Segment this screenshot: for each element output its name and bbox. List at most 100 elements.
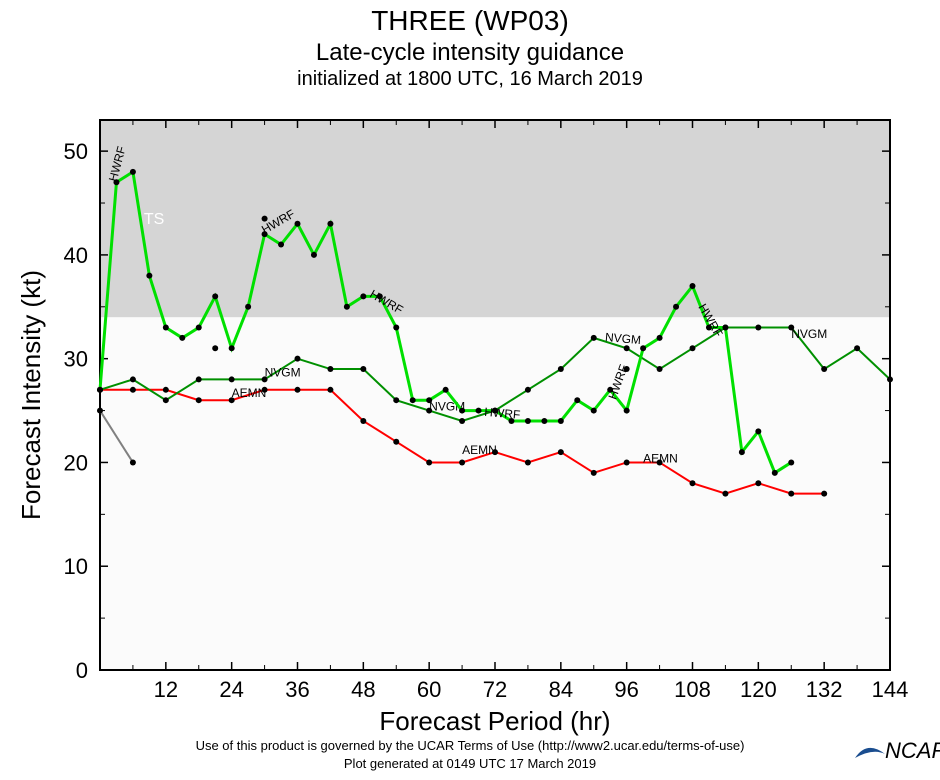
ytick-label: 20 bbox=[64, 450, 88, 475]
xtick-label: 12 bbox=[154, 677, 178, 702]
series-HWRF-marker bbox=[525, 418, 531, 424]
series-HWRF-marker bbox=[212, 293, 218, 299]
series-NVGM-marker bbox=[624, 345, 630, 351]
series-AEMN-marker bbox=[130, 387, 136, 393]
xtick-label: 96 bbox=[614, 677, 638, 702]
series-HWRF-marker bbox=[459, 408, 465, 414]
series-HWRF-marker bbox=[657, 335, 663, 341]
series-AEMN-marker bbox=[821, 491, 827, 497]
series-NVGM-marker bbox=[393, 397, 399, 403]
series-HWRF-marker bbox=[393, 325, 399, 331]
series-HWRF-marker bbox=[410, 397, 416, 403]
xtick-label: 144 bbox=[872, 677, 909, 702]
series-NVGM-marker bbox=[295, 356, 301, 362]
series-HWRF-marker bbox=[327, 221, 333, 227]
series-AEMN-marker bbox=[624, 459, 630, 465]
series-NVGM-marker bbox=[229, 376, 235, 382]
series-HWRF-marker bbox=[196, 325, 202, 331]
series-NVGM-marker bbox=[591, 335, 597, 341]
series-NVGM-marker bbox=[163, 397, 169, 403]
series-AEMN-marker bbox=[459, 459, 465, 465]
title-line1: THREE (WP03) bbox=[371, 5, 569, 36]
series-AEMN-marker bbox=[295, 387, 301, 393]
series-NVGM-marker bbox=[327, 366, 333, 372]
xtick-label: 120 bbox=[740, 677, 777, 702]
series-NVGM-marker bbox=[854, 345, 860, 351]
series-HWRF-marker bbox=[673, 304, 679, 310]
series-HWRF-marker bbox=[788, 459, 794, 465]
series-HWRF-marker bbox=[245, 304, 251, 310]
ncar-swoosh bbox=[855, 748, 885, 758]
series-HWRF-marker bbox=[311, 252, 317, 258]
ylabel: Forecast Intensity (kt) bbox=[16, 270, 46, 520]
series-HWRF-marker bbox=[295, 221, 301, 227]
ts-band bbox=[100, 120, 890, 317]
series-AEMN-marker bbox=[393, 439, 399, 445]
title-line3: initialized at 1800 UTC, 16 March 2019 bbox=[297, 68, 643, 90]
series-HWRF-marker bbox=[476, 408, 482, 414]
xtick-label: 60 bbox=[417, 677, 441, 702]
series-HWRF-marker bbox=[179, 335, 185, 341]
series-AEMN-marker bbox=[788, 491, 794, 497]
series-NVGM-label: NVGM bbox=[265, 365, 301, 379]
ncar-logo: NCAR bbox=[855, 738, 940, 763]
series-AEMN-marker bbox=[196, 397, 202, 403]
series-HWRF-marker bbox=[755, 428, 761, 434]
series-HWRF-marker bbox=[574, 397, 580, 403]
extra-dot bbox=[624, 366, 630, 372]
xtick-label: 48 bbox=[351, 677, 375, 702]
xtick-label: 36 bbox=[285, 677, 309, 702]
series-NVGM-label: NVGM bbox=[791, 327, 827, 341]
series-NVGM-marker bbox=[525, 387, 531, 393]
series-NVGM-marker bbox=[657, 366, 663, 372]
ytick-label: 0 bbox=[76, 658, 88, 683]
series-NVGM-marker bbox=[196, 376, 202, 382]
ytick-label: 50 bbox=[64, 139, 88, 164]
series-NVGM-marker bbox=[821, 366, 827, 372]
series-OBS-marker bbox=[97, 408, 103, 414]
series-HWRF-marker bbox=[278, 242, 284, 248]
xtick-label: 72 bbox=[483, 677, 507, 702]
series-AEMN-marker bbox=[327, 387, 333, 393]
ytick-label: 10 bbox=[64, 554, 88, 579]
ncar-text: NCAR bbox=[885, 738, 940, 763]
title-line2: Late-cycle intensity guidance bbox=[316, 39, 624, 66]
series-NVGM-marker bbox=[887, 376, 893, 382]
series-HWRF-marker bbox=[443, 387, 449, 393]
series-HWRF-marker bbox=[97, 387, 103, 393]
series-HWRF-marker bbox=[690, 283, 696, 289]
ytick-label: 40 bbox=[64, 243, 88, 268]
series-HWRF-marker bbox=[624, 408, 630, 414]
series-NVGM-marker bbox=[558, 366, 564, 372]
series-NVGM-marker bbox=[360, 366, 366, 372]
series-HWRF-marker bbox=[591, 408, 597, 414]
extra-dot bbox=[212, 345, 218, 351]
xtick-label: 108 bbox=[674, 677, 711, 702]
ts-label: TS bbox=[144, 211, 164, 228]
series-AEMN-marker bbox=[163, 387, 169, 393]
xtick-label: 84 bbox=[549, 677, 573, 702]
xtick-label: 24 bbox=[219, 677, 243, 702]
series-HWRF-marker bbox=[229, 345, 235, 351]
series-AEMN-marker bbox=[525, 459, 531, 465]
series-HWRF-marker bbox=[739, 449, 745, 455]
xlabel: Forecast Period (hr) bbox=[379, 706, 610, 736]
series-AEMN-label: AEMN bbox=[643, 451, 678, 465]
series-HWRF-marker bbox=[130, 169, 136, 175]
xtick-label: 132 bbox=[806, 677, 843, 702]
series-AEMN-label: AEMN bbox=[462, 443, 497, 457]
series-HWRF-marker bbox=[360, 293, 366, 299]
footer-terms: Use of this product is governed by the U… bbox=[196, 738, 745, 753]
series-HWRF-marker bbox=[640, 345, 646, 351]
series-HWRF-marker bbox=[426, 397, 432, 403]
series-OBS-marker bbox=[130, 459, 136, 465]
series-HWRF-marker bbox=[344, 304, 350, 310]
extra-dot bbox=[262, 216, 268, 222]
series-AEMN-marker bbox=[591, 470, 597, 476]
series-AEMN-marker bbox=[755, 480, 761, 486]
series-AEMN-label: AEMN bbox=[232, 386, 267, 400]
series-AEMN-marker bbox=[360, 418, 366, 424]
series-HWRF-marker bbox=[163, 325, 169, 331]
chart-container: THREE (WP03) Late-cycle intensity guidanc… bbox=[0, 0, 940, 780]
series-HWRF-marker bbox=[541, 418, 547, 424]
